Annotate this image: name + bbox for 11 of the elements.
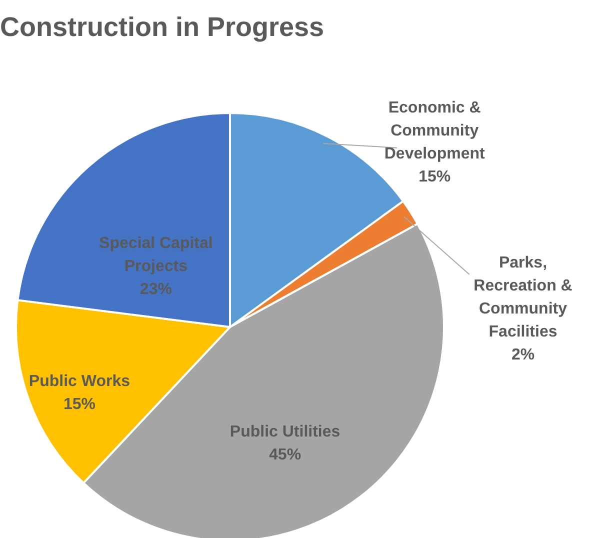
data-label: 2% — [511, 346, 535, 364]
data-label: 23% — [140, 280, 172, 298]
slice-label: Public Works — [28, 373, 130, 390]
data-label: 15% — [418, 168, 451, 186]
slice-label: Special Capital Projects — [99, 234, 213, 275]
slice-label: Public Utilities — [230, 423, 340, 440]
data-label: 15% — [63, 396, 96, 414]
chart-title: Construction in Progress — [0, 12, 324, 42]
slice-label: Economic & Community Development — [384, 100, 486, 163]
data-label: 45% — [269, 446, 302, 464]
slice-label: Parks, Recreation & Community Facilities — [474, 254, 573, 341]
